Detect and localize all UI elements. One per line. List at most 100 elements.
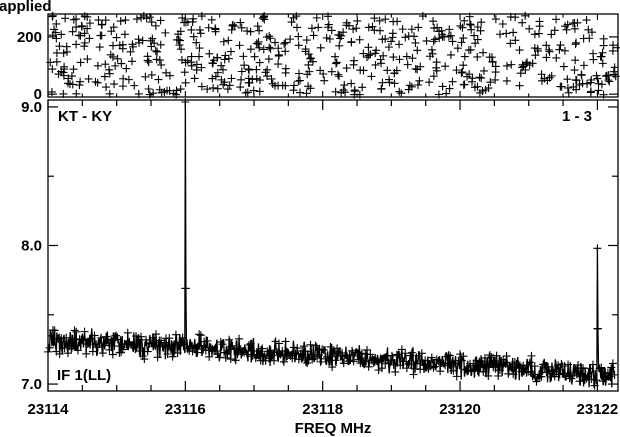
phase-point [438, 82, 447, 91]
phase-point [221, 51, 230, 60]
phase-point [68, 27, 77, 36]
spike-point [181, 284, 190, 293]
amplitude-point [103, 336, 112, 345]
phase-point [435, 34, 444, 43]
phase-point [227, 74, 236, 83]
phase-point [411, 64, 420, 73]
amplitude-point [401, 349, 410, 358]
amplitude-point [482, 360, 491, 369]
phase-point [266, 34, 275, 43]
amplitude-point [85, 334, 94, 343]
phase-point [76, 58, 85, 67]
phase-point [226, 47, 235, 56]
phase-point [157, 60, 166, 69]
phase-point [589, 49, 598, 58]
phase-point [366, 50, 375, 59]
phase-plot-frame [47, 13, 619, 98]
amplitude-point [263, 347, 272, 356]
phase-point [192, 38, 201, 47]
amplitude-point [540, 363, 549, 372]
phase-point [314, 23, 323, 32]
phase-point [127, 57, 136, 66]
phase-point [487, 53, 496, 62]
amplitude-point [125, 337, 134, 346]
phase-point [189, 14, 198, 23]
phase-point [118, 44, 127, 53]
amplitude-point [102, 332, 111, 341]
amplitude-point [241, 347, 250, 356]
phase-point [359, 49, 368, 58]
amplitude-point [334, 347, 343, 356]
phase-point [122, 64, 131, 73]
phase-point [60, 62, 69, 71]
phase-point [143, 52, 152, 61]
amplitude-point [446, 351, 455, 360]
amplitude-point [374, 366, 383, 375]
amplitude-point [233, 350, 242, 359]
phase-point [562, 25, 571, 34]
phase-point [378, 78, 387, 87]
amplitude-point [387, 351, 396, 360]
phase-point [367, 72, 376, 81]
amplitude-point [304, 353, 313, 362]
phase-point [134, 89, 143, 98]
amplitude-point [205, 352, 214, 361]
phase-point [197, 82, 206, 91]
amplitude-point [597, 363, 606, 372]
amplitude-point [47, 331, 56, 340]
phase-point [579, 34, 588, 43]
amplitude-point [98, 349, 107, 358]
phase-point [121, 16, 130, 25]
phase-point [337, 31, 346, 40]
amplitude-point [198, 345, 207, 354]
amplitude-point [321, 354, 330, 363]
phase-point [292, 23, 301, 32]
phase-point [289, 86, 298, 95]
amplitude-point [339, 359, 348, 368]
phase-point [430, 35, 439, 44]
phase-point [59, 71, 68, 80]
amplitude-point [140, 355, 149, 364]
amplitude-point [477, 357, 486, 366]
amplitude-point [323, 352, 332, 361]
phase-point [230, 22, 239, 31]
phase-point [392, 66, 401, 75]
amplitude-point [266, 346, 275, 355]
phase-point [109, 23, 118, 32]
phase-point [570, 66, 579, 75]
amplitude-point [97, 333, 106, 342]
phase-point [368, 22, 377, 31]
phase-point [459, 61, 468, 70]
amplitude-point [180, 340, 189, 349]
phase-point [116, 17, 125, 26]
phase-y-tick-label: 0 [34, 86, 42, 103]
amplitude-point [313, 352, 322, 361]
amplitude-point [356, 359, 365, 368]
phase-point [181, 18, 190, 27]
phase-point [445, 84, 454, 93]
amplitude-point [245, 341, 254, 349]
amplitude-point [532, 377, 541, 386]
phase-y-tick-label: 200 [17, 29, 42, 46]
phase-point [408, 54, 417, 63]
phase-point [59, 89, 68, 98]
phase-point [605, 77, 614, 86]
phase-point [165, 86, 174, 95]
phase-point [563, 84, 572, 93]
phase-point [265, 32, 274, 41]
phase-point [55, 42, 64, 51]
phase-point [151, 21, 160, 30]
amplitude-point [63, 349, 72, 358]
amplitude-point [90, 331, 99, 340]
phase-point [437, 26, 446, 35]
phase-point [486, 78, 495, 87]
amplitude-point [461, 365, 470, 374]
amplitude-point [145, 339, 154, 348]
amplitude-point [160, 338, 169, 347]
phase-point [349, 60, 358, 69]
amplitude-point [338, 348, 347, 357]
amplitude-point [82, 349, 91, 358]
phase-point [156, 16, 165, 25]
phase-point [518, 60, 527, 69]
phase-point [479, 66, 488, 75]
